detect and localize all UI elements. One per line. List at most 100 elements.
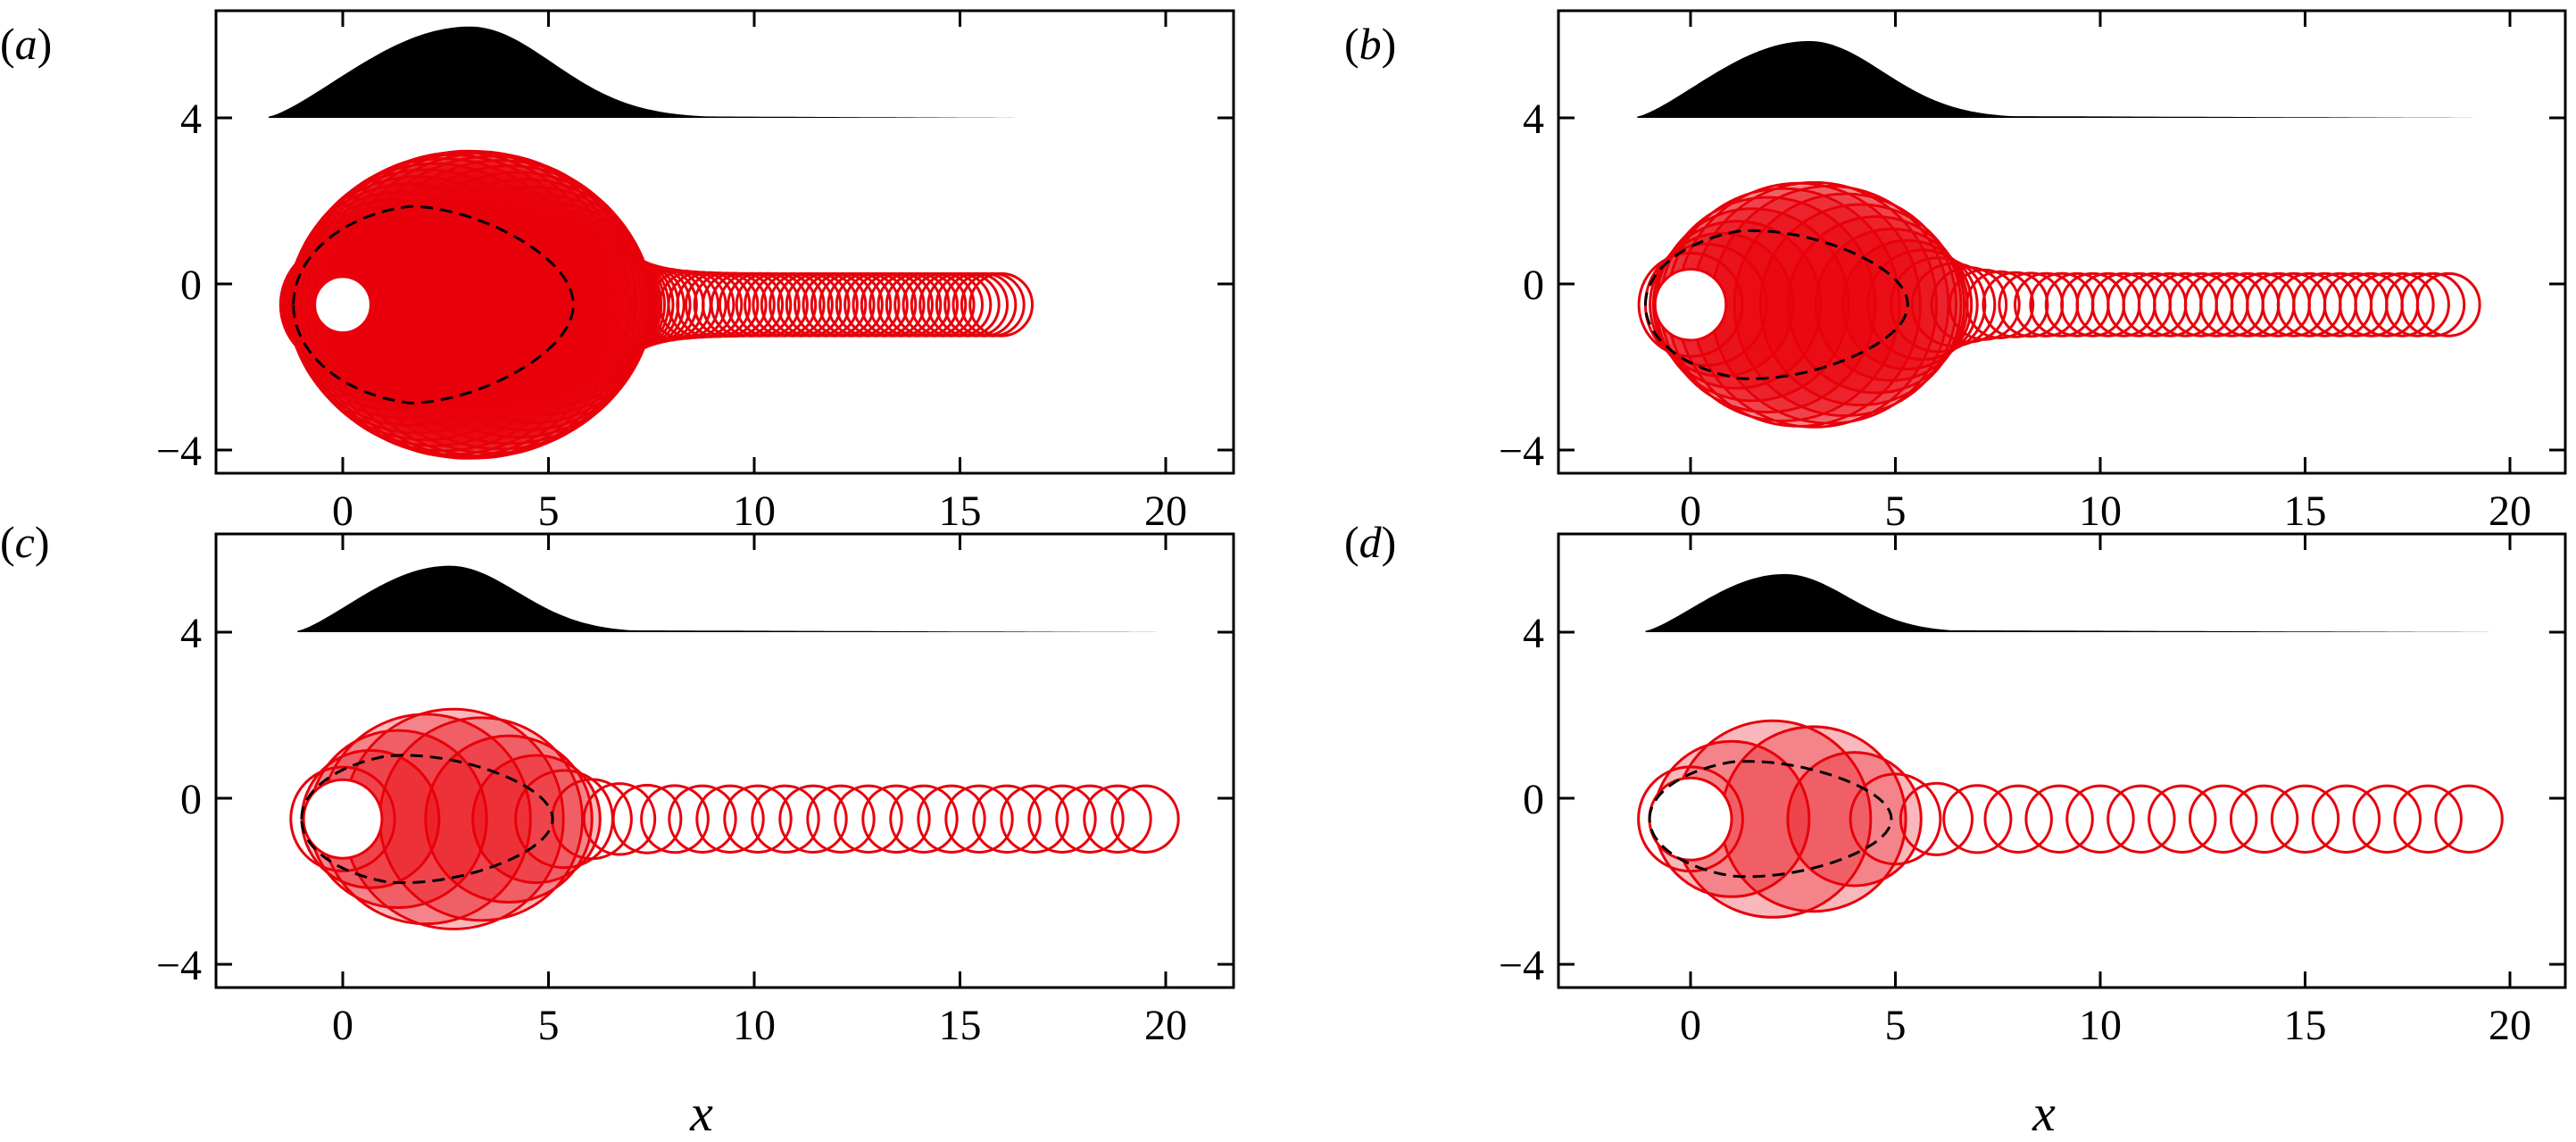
circle-mark [1910,262,1997,347]
x-tick-label: 15 [2284,488,2327,535]
circle-mark [1637,251,1744,358]
bulge-fill-mark [316,153,619,456]
panel-label-close: ) [1382,517,1397,567]
y-tick-label: 0 [180,262,202,309]
panel-c: 0 5 10 15 20 −4 0 4 (c) [0,517,1235,1049]
circle-mark [1000,784,1069,854]
bulge-fill-mark [1816,229,1966,379]
envelope-dashed [1648,760,1893,879]
bulge-fill-mark [1713,188,1947,422]
plot-area [269,26,1034,460]
circle-mark [676,271,744,338]
x-tick-label: 20 [1144,488,1187,535]
bulge-fill-mark [1693,184,1935,426]
bulge-fill-mark [427,737,591,902]
x-tick-label: 5 [538,1002,560,1049]
circle-mark [778,784,848,854]
x-tick-label: 15 [2284,1002,2327,1049]
panel-label: (a) [0,19,52,69]
circle-mark [1733,192,1958,417]
circle-mark [281,235,421,375]
circle-mark [2352,784,2422,854]
bulge-fill-mark [288,209,480,401]
bulge-fill-mark [298,161,587,449]
bulge-fill-mark [359,163,644,447]
bulge-fill-mark [288,216,464,393]
x-tick-label: 5 [1885,488,1907,535]
circle-mark [649,270,720,340]
bulge-fill-mark [309,154,610,455]
circle-mark [578,256,675,354]
bulge-fill-mark [293,171,560,438]
bulge-fill [286,153,654,456]
x-tick-label: 10 [733,1002,776,1049]
bulge-fill-mark [403,180,650,429]
circle-mark [600,262,686,347]
circle-mark [495,224,657,386]
x-axis-title-right: x [2032,1084,2056,1142]
initial-circle [1648,776,1733,862]
y-tick-label: 4 [180,96,202,143]
y-tick-label: −4 [156,428,202,475]
circle-mark [2189,784,2258,854]
y-tick-label: 0 [1523,262,1544,309]
circle-mark [278,241,407,369]
bulge-fill-mark [289,201,496,408]
bulge-fill-mark [1789,753,1921,885]
circle-mark [2393,784,2463,854]
y-tick-label: −4 [1499,942,1544,989]
plot-area [1637,41,2486,429]
circle-mark [2434,784,2504,854]
bulge-fill-mark [473,756,600,882]
circle-mark [944,784,1014,854]
bulge-fill-mark [290,186,528,424]
panel-label-letter: a [15,19,37,69]
circle-mark [968,271,1034,338]
circle-mark [2400,271,2466,338]
x-tick-label: 5 [538,488,560,535]
circle-mark [658,270,727,339]
circle-mark [1948,268,2021,341]
y-tick-label: 0 [1523,776,1544,823]
bulge-fill-mark [295,165,574,444]
circle-mark [2065,784,2135,854]
panel-label-open: ( [1344,19,1359,69]
circle-mark [2024,784,2094,854]
plot-frame [214,532,1235,989]
bulge-fill-mark [1762,205,1960,404]
envelope-dashed [300,754,554,885]
panel-label-letter: c [15,517,35,567]
panel-label: (c) [0,517,50,567]
plot-area [1637,573,2504,919]
circle-mark [2107,784,2176,854]
circle-mark [1651,220,1823,390]
circle-mark [2415,271,2481,338]
circle-mark [2385,271,2450,338]
bulge-fill-mark [289,193,512,416]
circle-mark [2148,784,2217,854]
panel-label-open: ( [1344,517,1359,567]
circle-mark [511,231,658,379]
initial-circle [1653,267,1728,342]
circle-mark [582,782,657,856]
y-tick-label: 4 [1523,96,1544,143]
circle-mark [889,784,959,854]
bulge-fill-mark [1789,218,1964,392]
bulge-fill-mark [346,158,639,452]
panel-label-close: ) [37,19,53,69]
height-profile [297,565,1170,632]
y-tick-label: −4 [156,942,202,989]
circle-mark [1849,772,1942,866]
circle-mark [640,784,710,854]
bulge-fill-mark [1736,195,1955,414]
circle-mark [1866,248,1979,362]
x-tick-label: 15 [939,488,982,535]
panel-d: 0 5 10 15 20 −4 0 4 (d) [1344,517,2567,1049]
circle-mark [1965,270,2035,339]
plot-frame [1557,532,2567,989]
bulge-fill-mark [291,178,544,431]
circle-mark [917,784,986,854]
bulge-fill-mark [1658,210,1848,400]
bulge-fill-mark [311,731,486,906]
circle-mark [806,784,876,854]
